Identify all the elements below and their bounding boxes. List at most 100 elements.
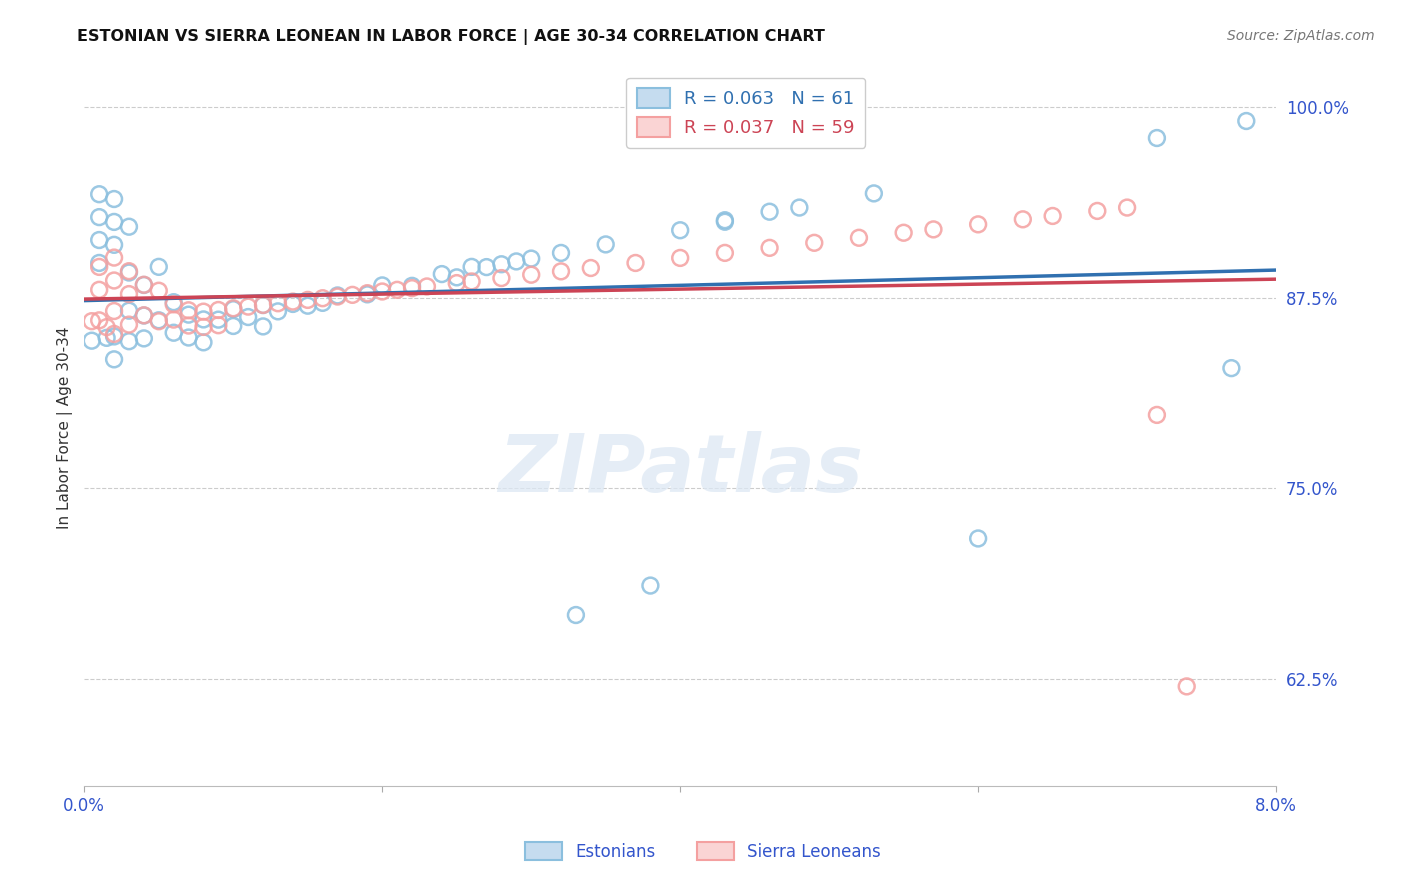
Point [238,310,260,324]
Point [475,260,498,274]
Point [118,219,141,234]
Point [446,270,468,285]
Point [103,273,125,287]
Point [640,578,662,592]
Point [371,285,394,299]
Point [118,334,141,349]
Point [893,226,915,240]
Point [103,329,125,343]
Point [103,237,125,252]
Point [550,246,572,260]
Point [579,260,602,275]
Point [80,334,103,348]
Point [103,251,125,265]
Point [193,312,215,326]
Point [1146,131,1168,145]
Point [89,210,111,224]
Point [163,295,186,310]
Point [163,312,186,326]
Point [222,318,245,333]
Point [148,313,170,327]
Point [163,326,186,340]
Point [326,288,349,302]
Point [207,303,229,318]
Text: ESTONIAN VS SIERRA LEONEAN IN LABOR FORCE | AGE 30-34 CORRELATION CHART: ESTONIAN VS SIERRA LEONEAN IN LABOR FORC… [77,29,825,45]
Y-axis label: In Labor Force | Age 30-34: In Labor Force | Age 30-34 [58,326,73,529]
Point [401,278,423,293]
Point [148,314,170,328]
Point [132,277,155,292]
Point [238,300,260,314]
Point [385,283,408,297]
Point [1234,114,1257,128]
Point [89,256,111,270]
Point [1042,209,1064,223]
Point [460,260,482,274]
Point [311,296,333,310]
Point [1146,408,1168,422]
Point [132,309,155,323]
Point [103,192,125,206]
Point [967,532,990,546]
Point [163,297,186,311]
Point [848,231,870,245]
Point [356,287,378,301]
Point [132,331,155,345]
Point [118,264,141,278]
Point [103,215,125,229]
Point [1085,203,1108,218]
Point [222,301,245,316]
Point [491,271,513,285]
Point [89,260,111,274]
Legend: Estonians, Sierra Leoneans: Estonians, Sierra Leoneans [519,836,887,868]
Point [446,276,468,290]
Point [401,281,423,295]
Point [118,303,141,318]
Point [356,286,378,301]
Point [118,318,141,332]
Point [148,260,170,274]
Point [177,318,200,333]
Point [311,291,333,305]
Point [132,308,155,322]
Point [297,299,319,313]
Point [222,302,245,317]
Point [803,235,825,250]
Point [416,279,439,293]
Point [177,308,200,322]
Point [714,213,737,227]
Point [714,215,737,229]
Point [863,186,886,201]
Point [89,187,111,202]
Point [922,222,945,236]
Point [1116,201,1139,215]
Point [193,319,215,334]
Point [207,318,229,333]
Point [103,326,125,341]
Point [550,264,572,278]
Point [789,201,811,215]
Point [193,304,215,318]
Point [89,233,111,247]
Point [491,257,513,271]
Point [148,284,170,298]
Point [252,298,274,312]
Point [714,246,737,260]
Point [565,607,588,622]
Point [669,223,692,237]
Point [207,312,229,326]
Point [967,218,990,232]
Point [595,237,617,252]
Text: Source: ZipAtlas.com: Source: ZipAtlas.com [1227,29,1375,43]
Point [80,314,103,328]
Point [758,204,780,219]
Point [520,268,543,282]
Point [281,294,304,309]
Point [267,304,290,318]
Point [669,251,692,265]
Point [297,293,319,307]
Point [624,256,647,270]
Point [132,277,155,292]
Point [1011,212,1033,227]
Point [460,275,482,289]
